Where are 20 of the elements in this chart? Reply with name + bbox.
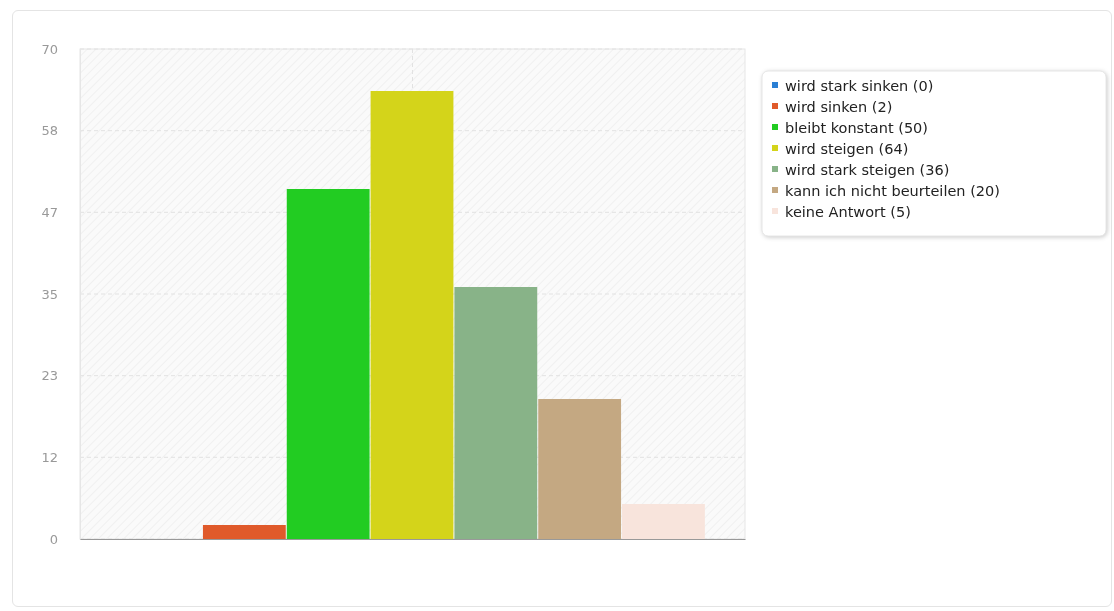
bar [370,91,454,539]
y-tick-label: 35 [41,286,58,302]
bar [202,525,286,539]
bar [622,504,705,539]
y-tick-label: 58 [41,123,58,139]
legend-label: kann ich nicht beurteilen (20) [785,183,1000,199]
y-tick-label: 70 [41,41,58,57]
y-tick-label: 23 [41,368,58,384]
legend-label: wird stark sinken (0) [785,78,934,94]
bar [454,287,538,539]
legend-label: wird sinken (2) [785,99,893,115]
y-tick-label: 47 [41,204,58,220]
legend-label: keine Antwort (5) [785,204,911,220]
y-tick-label: 12 [41,449,58,465]
bar [286,189,370,539]
bar [538,399,622,539]
y-tick-label: 0 [49,531,58,547]
legend-label: wird stark steigen (36) [785,162,950,178]
legend-label: wird steigen (64) [785,141,909,157]
legend-label: bleibt konstant (50) [785,120,928,136]
